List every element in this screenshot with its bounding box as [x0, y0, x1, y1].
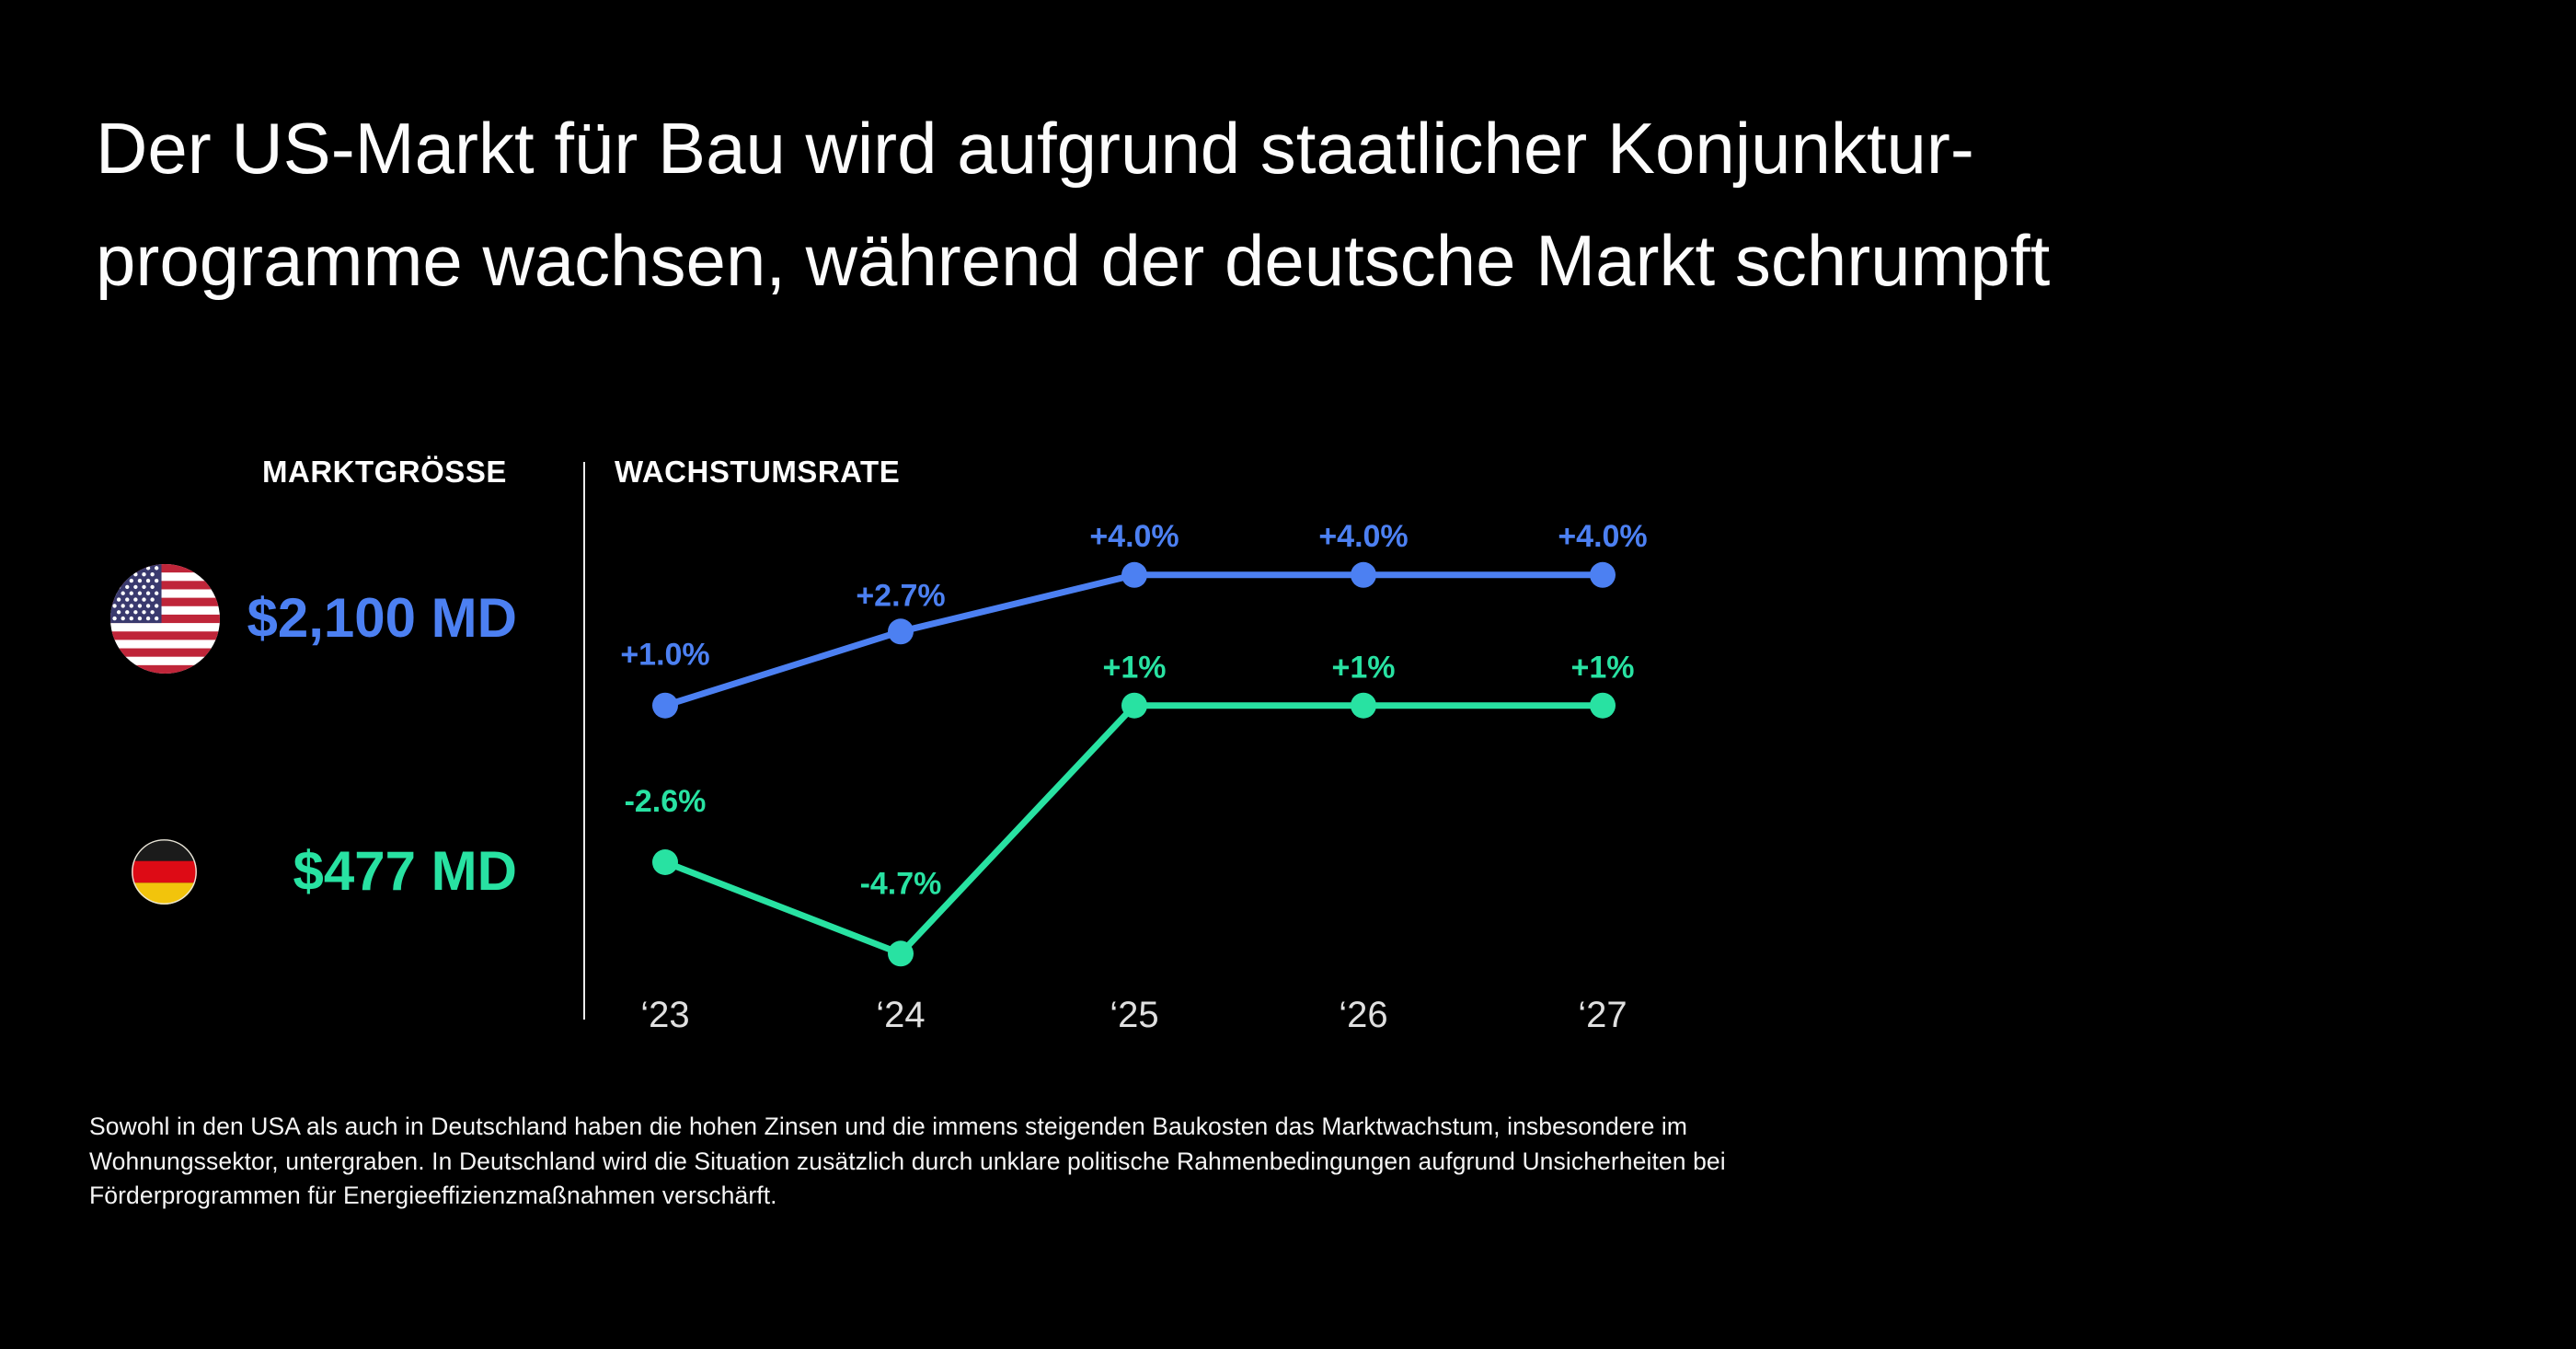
data-label-usa-1: +2.7% — [856, 578, 945, 613]
data-label-usa-4: +4.0% — [1558, 519, 1647, 554]
data-label-deutschland-4: +1% — [1571, 651, 1635, 686]
data-label-deutschland-0: -2.6% — [625, 784, 707, 819]
us-flag-stripes — [110, 564, 220, 674]
data-point-usa-4 — [1590, 561, 1616, 588]
x-axis-label-2: ‘25 — [1110, 995, 1158, 1035]
x-axis-label-0: ‘23 — [640, 995, 689, 1035]
growth-rate-header: WACHSTUMSRATE — [615, 455, 901, 489]
data-label-deutschland-2: +1% — [1103, 651, 1167, 686]
data-label-usa-0: +1.0% — [620, 638, 709, 673]
data-label-deutschland-3: +1% — [1332, 651, 1396, 686]
us-market-size-value: $2,100 MD — [247, 587, 518, 649]
footnote: Sowohl in den USA als auch in Deutschlan… — [89, 1113, 1726, 1209]
data-point-deutschland-1 — [888, 940, 914, 967]
title-line-1: Der US-Markt für Bau wird aufgrund staat… — [96, 108, 1974, 189]
data-point-usa-3 — [1351, 561, 1376, 588]
de-flag-icon — [132, 839, 197, 905]
data-label-deutschland-1: -4.7% — [860, 866, 942, 901]
market-size-header: MARKTGRÖSSE — [262, 455, 507, 489]
data-point-usa-1 — [888, 618, 914, 645]
title-line-2: programme wachsen, während der deutsche … — [96, 220, 2051, 301]
data-point-deutschland-2 — [1121, 692, 1147, 719]
x-axis-label-3: ‘26 — [1339, 995, 1387, 1035]
growth-rate-chart: +1.0% +2.7% +4.0% +4.0% +4.0% -2.6% -4.7% +1% +1… — [620, 519, 1647, 1035]
data-point-usa-0 — [652, 692, 678, 719]
data-point-deutschland-3 — [1351, 692, 1376, 719]
data-point-deutschland-0 — [652, 849, 678, 875]
data-label-usa-3: +4.0% — [1318, 519, 1408, 554]
us-flag-icon — [110, 564, 220, 674]
x-axis-label-1: ‘24 — [876, 995, 925, 1035]
series-line-usa — [663, 571, 1603, 709]
page-title: Der US-Markt für Bau wird aufgrund staat… — [96, 92, 2506, 317]
de-flag-ring — [132, 839, 197, 905]
data-point-usa-2 — [1121, 561, 1147, 588]
de-market-size-value: $477 MD — [293, 840, 517, 902]
x-axis-label-4: ‘27 — [1578, 995, 1627, 1035]
data-label-usa-2: +4.0% — [1089, 519, 1179, 554]
data-point-deutschland-4 — [1590, 692, 1616, 719]
column-divider — [583, 462, 585, 1020]
series-line-deutschland — [663, 702, 1603, 958]
